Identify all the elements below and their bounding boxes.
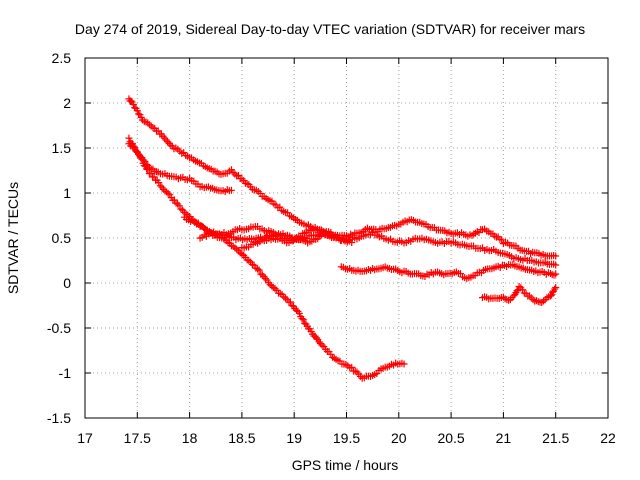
data-point [254,265,262,273]
data-point [552,284,560,291]
x-tick-label: 20 [391,430,407,446]
y-tick-label: -0.5 [47,320,71,336]
data-point [238,250,246,258]
data-point [546,292,554,300]
data-point [551,285,559,293]
data-point [513,287,521,295]
series-sat-g [337,261,560,283]
x-tick-label: 17.5 [124,430,151,446]
tick-labels: 17 17.5 18 18.5 19 19.5 20 20.5 21 21.5 22-1.5-1-0… [47,50,616,446]
data-point [261,275,269,283]
data-point [299,316,307,324]
data-point [154,127,162,135]
data-point [552,261,560,269]
x-tick-label: 19 [286,430,302,446]
series-sat-b [125,134,235,196]
y-tick-label: 2 [63,95,71,111]
axis-ticks [84,57,609,419]
data-point [539,297,547,305]
data-point [501,295,509,303]
data-point [135,110,143,118]
data-point [164,138,172,146]
x-tick-label: 18 [182,430,198,446]
data-point [129,100,137,108]
data-point [150,173,158,181]
series-sat-d [180,213,560,269]
y-tick-label: 0.5 [52,230,72,246]
data-point [164,189,172,197]
x-tick-label: 21.5 [542,430,569,446]
x-tick-label: 18.5 [228,430,255,446]
data-point [167,141,175,149]
data-point [147,169,155,177]
y-tick-label: 2.5 [52,50,72,66]
data-point [166,191,174,199]
data-point [315,338,323,346]
y-axis-label: SDTVAR / TECUs [5,182,21,294]
data-point [149,124,157,132]
data-point [498,236,506,244]
data-point [174,200,182,208]
data-point [286,298,294,306]
data-point [255,266,263,274]
data-point [348,363,356,371]
plot-frame [84,57,609,419]
series-group [125,95,560,382]
data-point [128,142,136,150]
series-sat-f [238,223,340,252]
data-point [245,257,253,265]
chart-title: Day 274 of 2019, Sidereal Day-to-day VTE… [75,21,585,37]
data-point [156,182,164,190]
data-point [298,315,306,323]
data-point [177,205,185,213]
data-point [400,360,408,368]
y-tick-label: 0 [63,275,71,291]
x-tick-label: 21 [496,430,512,446]
data-point [276,289,284,297]
data-point [312,334,320,342]
data-point [134,150,142,158]
data-point [318,341,326,349]
data-point [281,294,289,302]
x-tick-label: 20.5 [437,430,464,446]
data-point [258,271,266,279]
data-point [144,166,152,174]
series-sat-a [125,95,560,260]
y-tick-label: -1.5 [47,410,71,426]
x-tick-label: 19.5 [333,430,360,446]
data-point [138,155,146,163]
data-point [133,107,141,115]
data-point [348,239,356,246]
x-tick-label: 17 [77,430,93,446]
series-sat-c [125,140,408,382]
data-point [224,239,232,247]
y-tick-label: -1 [59,365,72,381]
x-axis-label: GPS time / hours [292,457,399,473]
data-point [170,196,178,204]
x-tick-label: 22 [600,430,616,446]
data-point [552,252,560,260]
y-tick-label: 1.5 [52,140,72,156]
data-point [227,186,235,194]
data-point [292,306,300,314]
data-point [137,154,145,162]
data-point [552,270,560,278]
data-point [332,234,340,242]
series-sat-h [478,282,560,306]
data-point [295,309,303,317]
y-tick-label: 1 [63,185,71,201]
data-point [155,179,163,187]
